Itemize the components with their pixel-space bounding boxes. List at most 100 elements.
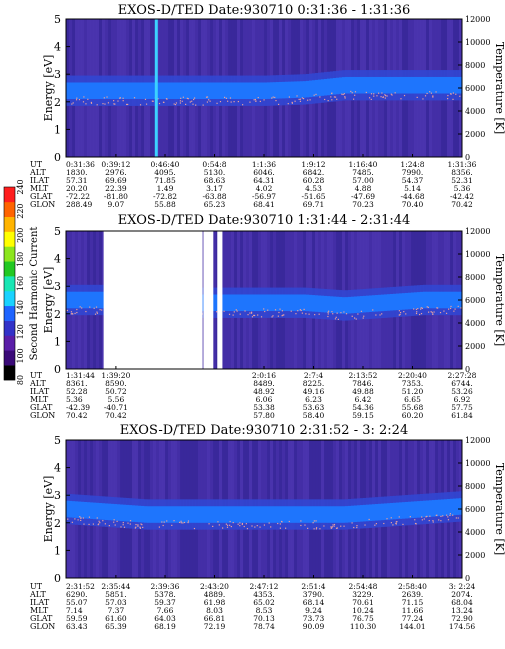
temperature-point [319, 96, 321, 98]
temperature-point [241, 523, 243, 526]
band-core [453, 498, 457, 516]
band-core [222, 82, 226, 100]
temperature-point [245, 523, 247, 525]
temperature-point [274, 96, 276, 99]
temperature-point [106, 96, 108, 98]
temperature-point [264, 310, 266, 313]
temperature-point [421, 519, 423, 521]
ephemeris-value: 72.90 [451, 614, 473, 623]
temperature-point [428, 311, 430, 313]
ephemeris-value: -72.82 [153, 192, 177, 201]
temperature-point [250, 312, 253, 314]
temperature-point [440, 515, 442, 517]
temperature-point [450, 93, 452, 95]
band-core [93, 502, 97, 520]
ephemeris-value: 2639. [402, 590, 423, 599]
band-core [399, 502, 403, 519]
temperature-point [336, 98, 338, 100]
ephemeris-value: 71.85 [154, 176, 176, 185]
colorbar-label: Second Harmonic Current [29, 227, 40, 361]
temperature-point [368, 97, 371, 99]
band-core [438, 499, 442, 517]
temperature-point [181, 100, 183, 102]
temperature-point [162, 101, 165, 103]
temperature-point [114, 103, 116, 105]
temperature-point [307, 99, 309, 101]
temperature-point [83, 523, 85, 525]
temperature-point [374, 524, 376, 526]
band-core [78, 82, 82, 100]
temperature-point [126, 103, 128, 106]
temperature-point [430, 311, 432, 313]
band-core [234, 82, 238, 100]
ephemeris-value: 68.63 [204, 176, 226, 185]
temperature-point [409, 516, 411, 518]
band-core [420, 500, 424, 518]
temperature-point [88, 523, 90, 526]
band-core [402, 502, 406, 519]
temperature-point [161, 521, 163, 523]
colorbar-tick-label: 160 [16, 276, 25, 291]
temperature-point [166, 520, 168, 522]
band-core [237, 506, 241, 523]
band-core [153, 506, 157, 523]
temperature-point [102, 520, 104, 522]
temperature-point [354, 91, 357, 93]
temperature-point [334, 96, 337, 98]
ephemeris-value: 49.88 [352, 387, 374, 396]
band-core [435, 499, 439, 517]
temperature-point [122, 524, 124, 526]
temperature-point [398, 314, 400, 316]
ephemeris-value: 57.80 [253, 411, 275, 420]
ephemeris-value: 2:13:52 [349, 371, 378, 380]
band-core [291, 506, 295, 523]
band-core [246, 82, 250, 100]
band-core [117, 82, 121, 100]
band-core [222, 506, 226, 523]
band-core [408, 501, 412, 519]
spectrogram-panel-2: EXOS-D/TED Date:930710 1:31:44 - 2:31:44… [29, 213, 505, 420]
ephemeris-value: 4095. [154, 168, 175, 177]
band-core [123, 82, 127, 100]
band-core [234, 294, 238, 312]
data-gap [217, 231, 223, 369]
temperature-point [328, 310, 330, 312]
ephemeris-value: 2:39:36 [151, 582, 180, 591]
temperature-point [390, 517, 392, 519]
band-core [93, 82, 97, 100]
temperature-point [455, 517, 457, 519]
band-core [174, 506, 178, 523]
band-core [450, 76, 454, 94]
temperature-point [351, 92, 353, 94]
temperature-point [158, 526, 160, 528]
temperature-point [255, 100, 257, 102]
band-core [300, 81, 304, 98]
temperature-point [340, 312, 342, 314]
ephemeris-value: 2:35:44 [101, 582, 130, 591]
band-core [408, 76, 412, 94]
temperature-point [327, 100, 329, 102]
ephemeris-value: 2976. [105, 168, 126, 177]
ephemeris-value: 5130. [204, 168, 225, 177]
band-core [336, 296, 340, 314]
ephemeris-value: 70.40 [402, 200, 424, 209]
ephemeris-value: 2:0:16 [252, 371, 276, 380]
band-core [417, 292, 421, 309]
temperature-point [335, 316, 337, 318]
temperature-point [254, 526, 256, 528]
band-core [69, 291, 73, 309]
temperature-point [259, 526, 261, 528]
temperature-point [460, 307, 462, 309]
band-core [372, 76, 376, 94]
band-core [300, 506, 304, 523]
temperature-point [288, 520, 290, 523]
band-core [318, 79, 322, 97]
ephemeris-value: 68.41 [253, 200, 274, 209]
ephemeris-value: 2:7:4 [304, 371, 324, 380]
ephemeris-value: 61.84 [451, 411, 473, 420]
colorbar-swatch [4, 305, 15, 321]
temperature-point [344, 96, 346, 98]
ephemeris-value: 7990. [402, 168, 423, 177]
ephemeris-row-label: UT [30, 371, 43, 380]
band-core [381, 503, 385, 521]
